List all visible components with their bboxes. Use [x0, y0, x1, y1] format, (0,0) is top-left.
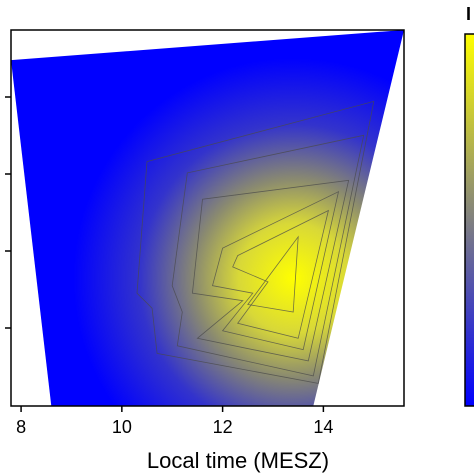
x-tick-label: 12 — [213, 417, 233, 437]
colorbar-title: I — [466, 4, 471, 24]
x-axis: 8 10 12 14 — [16, 406, 333, 437]
contour-line-5 — [171, 134, 365, 377]
x-tick-label: 10 — [112, 417, 132, 437]
plot-frame — [10, 29, 405, 407]
colorbar-gradient — [464, 33, 474, 407]
contour-line-1 — [247, 235, 299, 313]
contour-lines — [136, 100, 375, 384]
contour-line-3 — [212, 190, 340, 351]
y-axis — [5, 96, 11, 329]
contour-line-4 — [191, 179, 350, 362]
x-tick-label: 14 — [313, 417, 333, 437]
contour-line-6 — [136, 100, 375, 384]
plot-area — [11, 30, 404, 406]
colorbar: I — [464, 4, 474, 407]
x-axis-title: Local time (MESZ) — [147, 448, 329, 473]
contour-line-2 — [232, 209, 329, 339]
x-tick-label: 8 — [16, 417, 26, 437]
contour-field — [11, 30, 404, 406]
